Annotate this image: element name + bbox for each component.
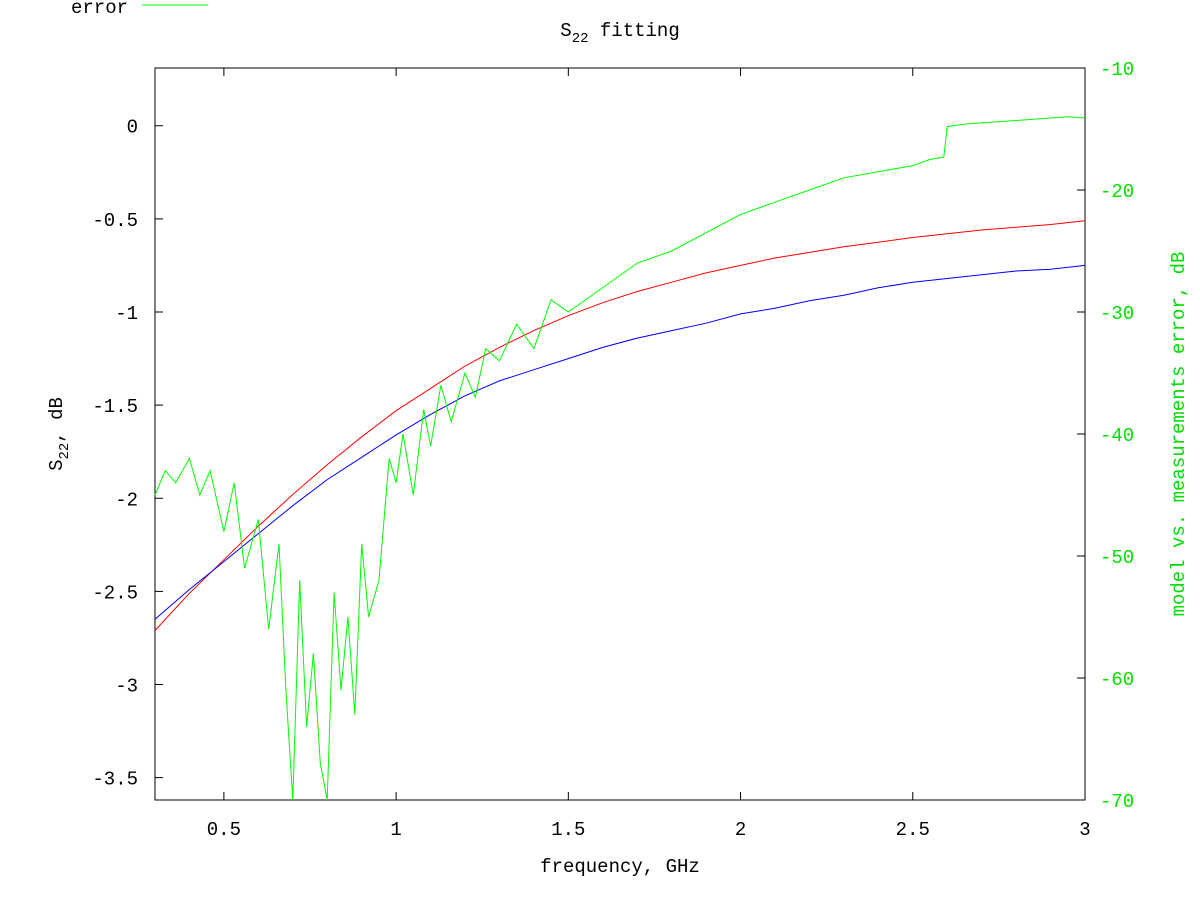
y2-tick-label: -10	[1100, 59, 1134, 81]
y-tick-label: -0.5	[92, 210, 138, 232]
y2-tick-label: -20	[1100, 181, 1134, 203]
x-tick-label: 1	[390, 819, 401, 841]
x-tick-label: 3	[1079, 819, 1090, 841]
y-tick-label: 0	[127, 117, 138, 139]
series-line-measurement	[154, 264, 1086, 620]
y2-tick-label: -70	[1100, 791, 1134, 813]
legend: error	[71, 0, 208, 19]
x-tick-label: 2.5	[896, 819, 930, 841]
y-axis-title: S22, dB	[46, 397, 73, 471]
y2-tick-label: -30	[1100, 303, 1134, 325]
series-layer	[154, 116, 1086, 801]
y2-tick-label: -40	[1100, 425, 1134, 447]
y-tick-label: -2.5	[92, 582, 138, 604]
y2-tick-label: -50	[1100, 547, 1134, 569]
series-line-model	[154, 220, 1086, 631]
chart-title: S22 fitting	[560, 20, 679, 47]
x-tick-label: 2	[735, 819, 746, 841]
y-tick-label: -2	[115, 489, 138, 511]
series-line-error	[154, 116, 1086, 801]
x-axis-title: frequency, GHz	[540, 856, 700, 878]
y-tick-label: -3.5	[92, 769, 138, 791]
y-tick-label: -1.5	[92, 396, 138, 418]
y2-axis-title: model vs. measurements error, dB	[1168, 252, 1190, 617]
tick-label-layer: 0.5 1 1.5 2 2.5 3 0 -0.5 -1 -1.5 -2 -2.5 -3 -3.5 -10 -2…	[92, 59, 1134, 841]
tick-layer	[155, 67, 1086, 801]
x-tick-label: 0.5	[207, 819, 241, 841]
y-tick-label: -1	[115, 303, 138, 325]
y2-tick-label: -60	[1100, 669, 1134, 691]
x-tick-label: 1.5	[551, 819, 585, 841]
legend-label-error: error	[71, 0, 128, 19]
y-tick-label: -3	[115, 676, 138, 698]
